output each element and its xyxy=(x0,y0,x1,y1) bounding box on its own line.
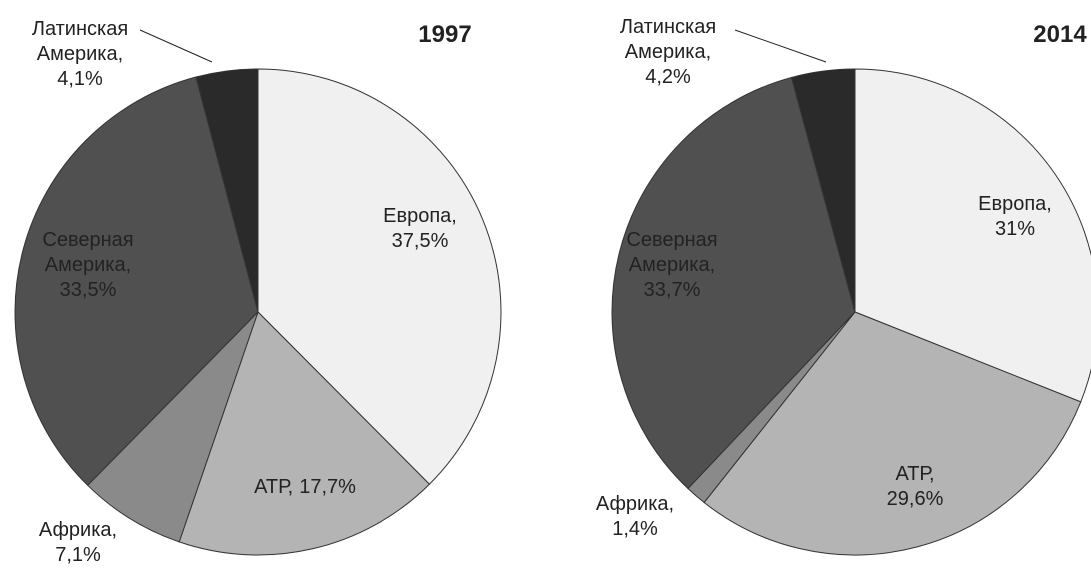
slice-label: Северная Америка, 33,7% xyxy=(626,229,717,301)
slice-value: 1,4% xyxy=(612,518,658,540)
slice-category: Африка, xyxy=(39,519,117,541)
slice-label: Африка, 7,1% xyxy=(39,519,117,566)
pie-slice xyxy=(178,311,431,556)
slice-category: Северная xyxy=(626,229,717,251)
slice-value: 29,6% xyxy=(887,488,944,510)
slice-category: АТР, xyxy=(254,476,293,498)
chart-title: 1997 xyxy=(418,21,471,48)
slice-category: Латинская xyxy=(32,18,128,40)
slice-label: Северная Америка, 33,5% xyxy=(42,229,133,301)
pie-slice xyxy=(257,68,502,485)
slice-value: 33,5% xyxy=(60,279,117,301)
slice-category: Америка, xyxy=(629,254,715,276)
slice-category: Америка, xyxy=(37,43,123,65)
slice-label: Латинская Америка, 4,1% xyxy=(32,18,128,90)
pie-slice xyxy=(195,68,259,313)
slice-value: 37,5% xyxy=(392,230,449,252)
slice-label: АТР, 29,6% xyxy=(887,463,944,510)
slice-category: Африка, xyxy=(596,493,674,515)
pie-slice xyxy=(703,311,1082,556)
slice-value: 17,7% xyxy=(299,476,356,498)
slice-value: 33,7% xyxy=(644,279,701,301)
slice-value: 4,1% xyxy=(57,68,103,90)
slice-label: Латинская Америка, 4,2% xyxy=(620,16,716,88)
slice-value: 7,1% xyxy=(55,544,101,566)
slice-category: Америка, xyxy=(625,41,711,63)
pie-slice xyxy=(611,76,856,490)
slice-label: АТР, 17,7% xyxy=(254,476,356,498)
pie-slice xyxy=(854,68,1091,403)
slice-category: АТР, xyxy=(895,463,934,485)
slice-label: Европа, 37,5% xyxy=(383,205,457,252)
slice-value: 31% xyxy=(995,218,1035,240)
slice-value: 4,2% xyxy=(645,66,691,88)
slice-category: Европа, xyxy=(383,205,457,227)
slice-category: Европа, xyxy=(978,193,1052,215)
slice-label: Европа, 31% xyxy=(978,193,1052,240)
leader-line xyxy=(734,29,827,63)
pie-slice xyxy=(14,76,259,487)
pie-slice xyxy=(86,311,259,543)
slice-category: Америка, xyxy=(45,254,131,276)
pie-slice xyxy=(790,68,856,313)
chart-title: 2014 xyxy=(1033,21,1087,48)
slice-category: Северная xyxy=(42,229,133,251)
leader-line xyxy=(139,29,213,63)
slice-category: Латинская xyxy=(620,16,716,38)
slice-label: Африка, 1,4% xyxy=(596,493,674,540)
